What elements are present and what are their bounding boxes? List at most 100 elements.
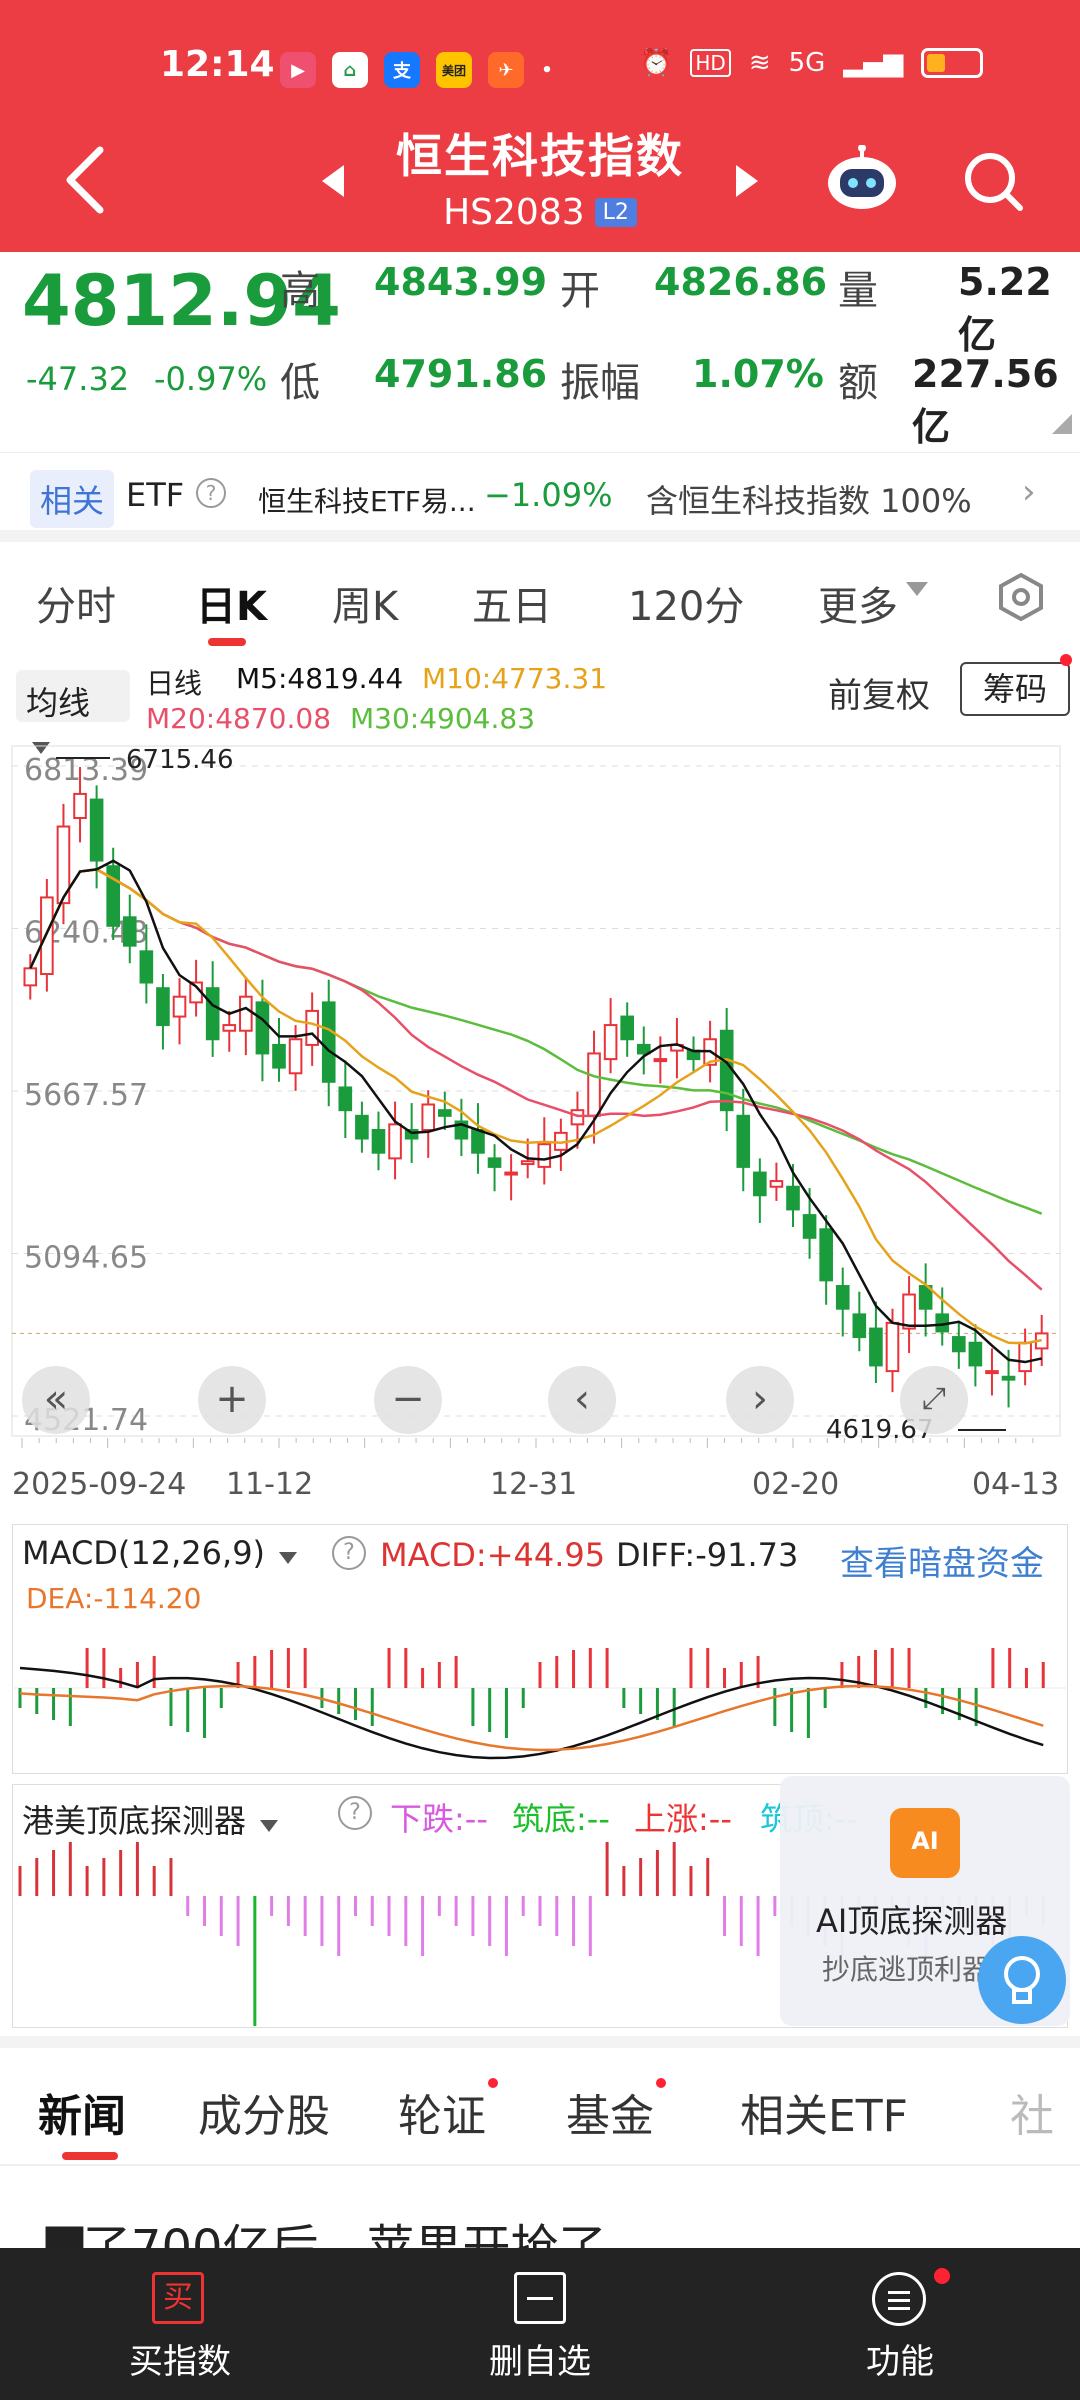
candle-body — [1018, 1341, 1032, 1373]
dark-pool-link[interactable]: 查看暗盘资金 — [840, 1544, 1044, 1584]
period-label: 日线 — [146, 667, 203, 700]
tab-intraday[interactable]: 分时 — [36, 584, 116, 630]
ma20-line — [29, 868, 1043, 1291]
status-indicators: ⏰ HD ≋ 5G ▂▄▆ — [640, 48, 984, 78]
search-icon[interactable] — [962, 150, 1026, 214]
tab-warrants[interactable]: 轮证 — [398, 2091, 486, 2142]
m20-value: M20:4870.08 — [146, 702, 332, 735]
dea-value: DEA:-114.20 — [26, 1582, 202, 1615]
tab-funds[interactable]: 基金 — [566, 2091, 654, 2142]
signal-icon: 5G — [788, 48, 826, 78]
macd-label: MACD(12,26,9) — [22, 1534, 266, 1572]
rewind-button[interactable]: « — [22, 1366, 90, 1434]
candle-body — [23, 967, 38, 987]
candle-body — [205, 987, 220, 1041]
candle-body — [122, 916, 137, 947]
ma-select-label: 均线 — [26, 684, 91, 722]
zoom-in-button[interactable]: + — [198, 1366, 266, 1434]
next-stock-icon[interactable] — [736, 165, 758, 197]
tab-daily-k[interactable]: 日K — [196, 584, 267, 630]
low-value: 4791.86 — [374, 352, 548, 396]
kline-chart[interactable]: 6813.396240.485667.575094.654521.746715.… — [0, 740, 1080, 1510]
back-arrow-icon[interactable] — [56, 140, 116, 220]
dea-line — [19, 1684, 1044, 1752]
robot-assistant-icon[interactable] — [826, 145, 898, 211]
adjust-label[interactable]: 前复权 — [828, 676, 930, 716]
candle-body — [587, 1052, 601, 1117]
ma-select[interactable]: 均线 — [16, 670, 130, 754]
candle-body — [305, 1009, 319, 1046]
related-etf-bar[interactable] — [0, 452, 1080, 542]
candle-body — [985, 1370, 999, 1375]
detector-select[interactable]: 港美顶底探测器 — [22, 1796, 279, 1842]
chevron-down-icon — [260, 1820, 279, 1832]
tab-news[interactable]: 新闻 — [38, 2091, 126, 2142]
volume-value: 5.22亿 — [958, 260, 1052, 357]
candle-body — [56, 825, 71, 905]
tab-community[interactable]: 社 — [1010, 2091, 1054, 2142]
scroll-left-button[interactable]: ‹ — [548, 1366, 616, 1434]
candle-body — [139, 950, 154, 984]
zoom-out-button[interactable]: − — [374, 1366, 442, 1434]
chart-settings-icon[interactable] — [996, 572, 1046, 622]
candle-body — [321, 1001, 336, 1083]
tab-weekly-k[interactable]: 周K — [332, 584, 399, 630]
signal-bars-icon: ▂▄▆ — [843, 48, 904, 78]
amount-label: 额 — [838, 360, 878, 406]
menu-icon[interactable] — [872, 2272, 926, 2326]
candle-body — [272, 1043, 286, 1069]
candle-body — [239, 995, 253, 1032]
tab-more[interactable]: 更多 — [818, 584, 898, 630]
candle-body — [537, 1143, 552, 1168]
tab-120min[interactable]: 120分 — [628, 584, 745, 630]
macd-value: MACD:+44.95 — [380, 1536, 606, 1574]
scroll-right-button[interactable]: › — [726, 1366, 794, 1434]
candle-body — [769, 1180, 784, 1188]
chevron-right-icon[interactable]: › — [1022, 472, 1036, 512]
tab-related-etf[interactable]: 相关ETF — [740, 2091, 908, 2142]
fullscreen-button[interactable]: ⤢ — [900, 1366, 968, 1434]
x-tick-label: 12-31 — [490, 1467, 577, 1502]
send-app-icon: ✈ — [488, 52, 524, 88]
candle-body — [753, 1171, 767, 1197]
candle-body — [438, 1109, 452, 1117]
macd-select[interactable]: MACD(12,26,9) — [22, 1534, 298, 1572]
help-icon[interactable]: ? — [332, 1536, 366, 1570]
m10-value: M10:4773.31 — [422, 662, 608, 695]
chips-button[interactable]: 筹码 — [960, 662, 1070, 716]
more-dropdown-icon[interactable] — [906, 582, 928, 596]
tab-five-day[interactable]: 五日 — [472, 584, 552, 630]
candle-body — [719, 1029, 734, 1112]
price-change: -47.32 — [26, 360, 130, 398]
candle-body — [952, 1336, 966, 1353]
home-app-icon: ⌂ — [332, 52, 368, 88]
chevron-down-icon — [279, 1552, 298, 1564]
candle-body — [570, 1109, 585, 1126]
etf-change: −1.09% — [484, 476, 613, 514]
help-icon[interactable]: ? — [196, 478, 226, 508]
news-underline — [62, 2152, 118, 2160]
remove-watchlist-button[interactable]: 删自选 — [489, 2342, 591, 2382]
etf-label: ETF — [126, 476, 185, 514]
buy-icon[interactable]: 买 — [152, 2272, 204, 2324]
candle-body — [603, 1024, 618, 1061]
candle-body — [454, 1120, 469, 1140]
amplitude-value: 1.07% — [692, 352, 824, 396]
buy-index-button[interactable]: 买指数 — [129, 2342, 231, 2382]
lightbulb-fab[interactable] — [978, 1936, 1066, 2024]
max-price-label: 6715.46 — [126, 745, 234, 775]
function-button[interactable]: 功能 — [866, 2342, 934, 2382]
prev-stock-icon[interactable] — [322, 165, 344, 197]
tab-constituents[interactable]: 成分股 — [198, 2091, 330, 2142]
candle-body — [520, 1160, 535, 1166]
remove-watchlist-icon[interactable] — [514, 2272, 566, 2324]
candle-body — [835, 1285, 850, 1310]
x-tick-label: 04-13 — [972, 1467, 1059, 1502]
help-icon[interactable]: ? — [338, 1796, 372, 1830]
candle-body — [802, 1214, 817, 1239]
diff-line — [19, 1666, 1044, 1760]
candle-body — [222, 1024, 237, 1032]
expand-corner-icon[interactable] — [1052, 414, 1072, 434]
candle-body — [653, 1058, 668, 1063]
tab-underline — [208, 638, 246, 646]
